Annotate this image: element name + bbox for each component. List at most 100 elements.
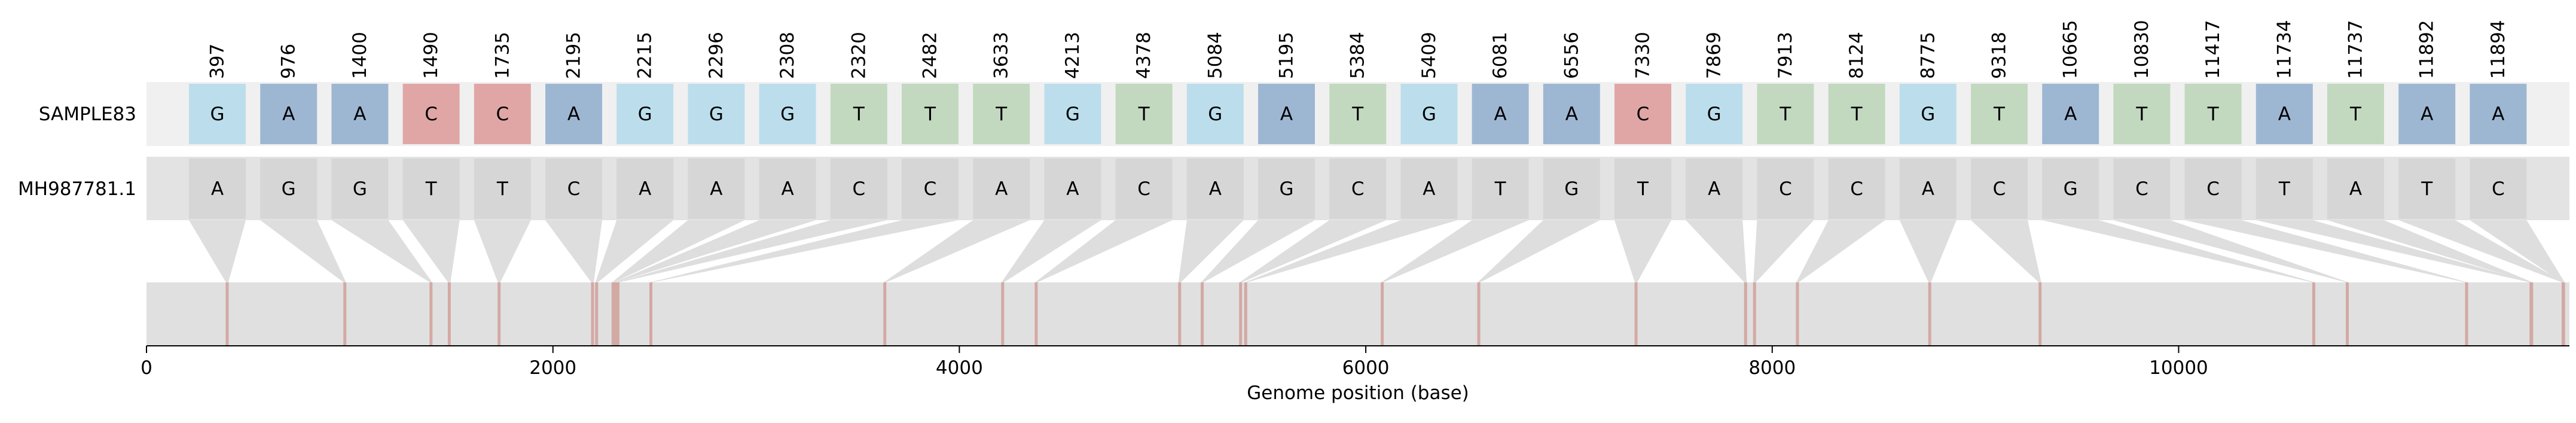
track-labels: SAMPLE83 MH987781.1: [18, 104, 136, 200]
base-letter: A: [1209, 178, 1222, 200]
base-letter: A: [1423, 178, 1435, 200]
base-letter: A: [1066, 178, 1079, 200]
position-connector: [1178, 220, 1244, 282]
position-connector: [2184, 220, 2468, 282]
base-letter: G: [1279, 178, 1293, 200]
position-connector: [1899, 220, 1957, 282]
x-axis: 0 2000 4000 6000 8000 10000: [141, 345, 2569, 379]
position-label: 5084: [1204, 32, 1226, 79]
base-letter: C: [2206, 178, 2220, 200]
position-label: 2215: [634, 32, 656, 79]
base-letter: A: [995, 178, 1008, 200]
base-letter: T: [924, 104, 936, 125]
base-letter: A: [2421, 104, 2433, 125]
position-label: 2195: [563, 32, 585, 79]
position-label: 11417: [2202, 20, 2224, 79]
base-letter: C: [425, 104, 438, 125]
x-tick-label: 6000: [1342, 357, 1390, 379]
position-connector: [545, 220, 602, 282]
base-cell: [688, 84, 745, 144]
snp-marker: [1634, 282, 1638, 346]
position-connector: [2470, 220, 2565, 282]
base-cell: [1258, 84, 1315, 144]
track-label: MH987781.1: [18, 178, 136, 200]
snp-marker: [591, 282, 594, 346]
base-cell: [1828, 159, 1885, 219]
base-cell: [688, 159, 745, 219]
x-axis-label: Genome position (base): [1247, 382, 1469, 404]
x-tick-label: 2000: [529, 357, 576, 379]
track-label: SAMPLE83: [39, 104, 136, 125]
base-letter: A: [1922, 178, 1934, 200]
position-connector: [1478, 220, 1600, 282]
snp-marker: [614, 282, 617, 346]
base-cell: [759, 159, 816, 219]
base-cell: [1258, 159, 1315, 219]
base-letter: T: [2135, 104, 2148, 125]
base-cell: [189, 159, 246, 219]
position-connector: [331, 220, 432, 282]
base-cell: [331, 84, 389, 144]
base-cell: [1329, 159, 1387, 219]
base-letter: G: [1422, 104, 1436, 125]
position-connector: [474, 220, 531, 282]
base-cell: [189, 84, 246, 144]
base-cell: [616, 159, 674, 219]
base-cell: [1044, 84, 1101, 144]
position-connector: [1239, 220, 1387, 282]
base-letter: T: [1494, 178, 1507, 200]
position-label: 8124: [1846, 32, 1867, 79]
base-letter: G: [1921, 104, 1935, 125]
position-label: 397: [207, 44, 228, 79]
position-connectors: [189, 220, 2565, 282]
base-letter: G: [1707, 104, 1722, 125]
base-letter: G: [638, 104, 652, 125]
base-cell: [2470, 84, 2527, 144]
base-letter: C: [1351, 178, 1365, 200]
base-cell: [1899, 159, 1957, 219]
base-cell: [1614, 84, 1671, 144]
position-connector: [1614, 220, 1671, 282]
base-cell: [2113, 84, 2171, 144]
base-letter: A: [1494, 104, 1506, 125]
base-letter: T: [995, 104, 1008, 125]
base-cell: [1186, 159, 1244, 219]
base-cell: [830, 159, 887, 219]
position-connector: [1034, 220, 1173, 282]
base-letter: G: [210, 104, 224, 125]
position-connector: [2113, 220, 2349, 282]
position-connector: [595, 220, 674, 282]
position-connector: [616, 220, 887, 282]
snp-marker: [1001, 282, 1005, 346]
base-letter: A: [1708, 178, 1720, 200]
base-cell: [2398, 159, 2456, 219]
snp-markers: [225, 282, 2565, 346]
base-letter: A: [567, 104, 580, 125]
snp-marker: [616, 282, 619, 346]
base-cell: [331, 159, 389, 219]
base-cell: [2113, 159, 2171, 219]
position-label: 3633: [991, 32, 1012, 79]
position-label: 1490: [420, 32, 442, 79]
x-tick-label: 10000: [2149, 357, 2208, 379]
position-label: 11734: [2273, 20, 2295, 79]
snp-marker: [1201, 282, 1204, 346]
position-label: 8775: [1917, 32, 1939, 79]
base-letter: C: [1850, 178, 1863, 200]
base-cell: [2255, 159, 2313, 219]
base-letter: A: [1280, 104, 1293, 125]
base-cell: [545, 159, 602, 219]
base-cell: [1400, 159, 1458, 219]
base-cell: [2255, 84, 2313, 144]
base-letter: T: [1351, 104, 1364, 125]
base-letter: T: [1993, 104, 2006, 125]
snp-marker: [1178, 282, 1182, 346]
position-label: 5384: [1347, 32, 1369, 79]
base-letter: C: [1779, 178, 1792, 200]
snp-marker: [1381, 282, 1384, 346]
base-letter: G: [1208, 104, 1222, 125]
position-label: 2308: [777, 32, 798, 79]
position-connector: [2042, 220, 2315, 282]
snp-marker: [2465, 282, 2468, 346]
